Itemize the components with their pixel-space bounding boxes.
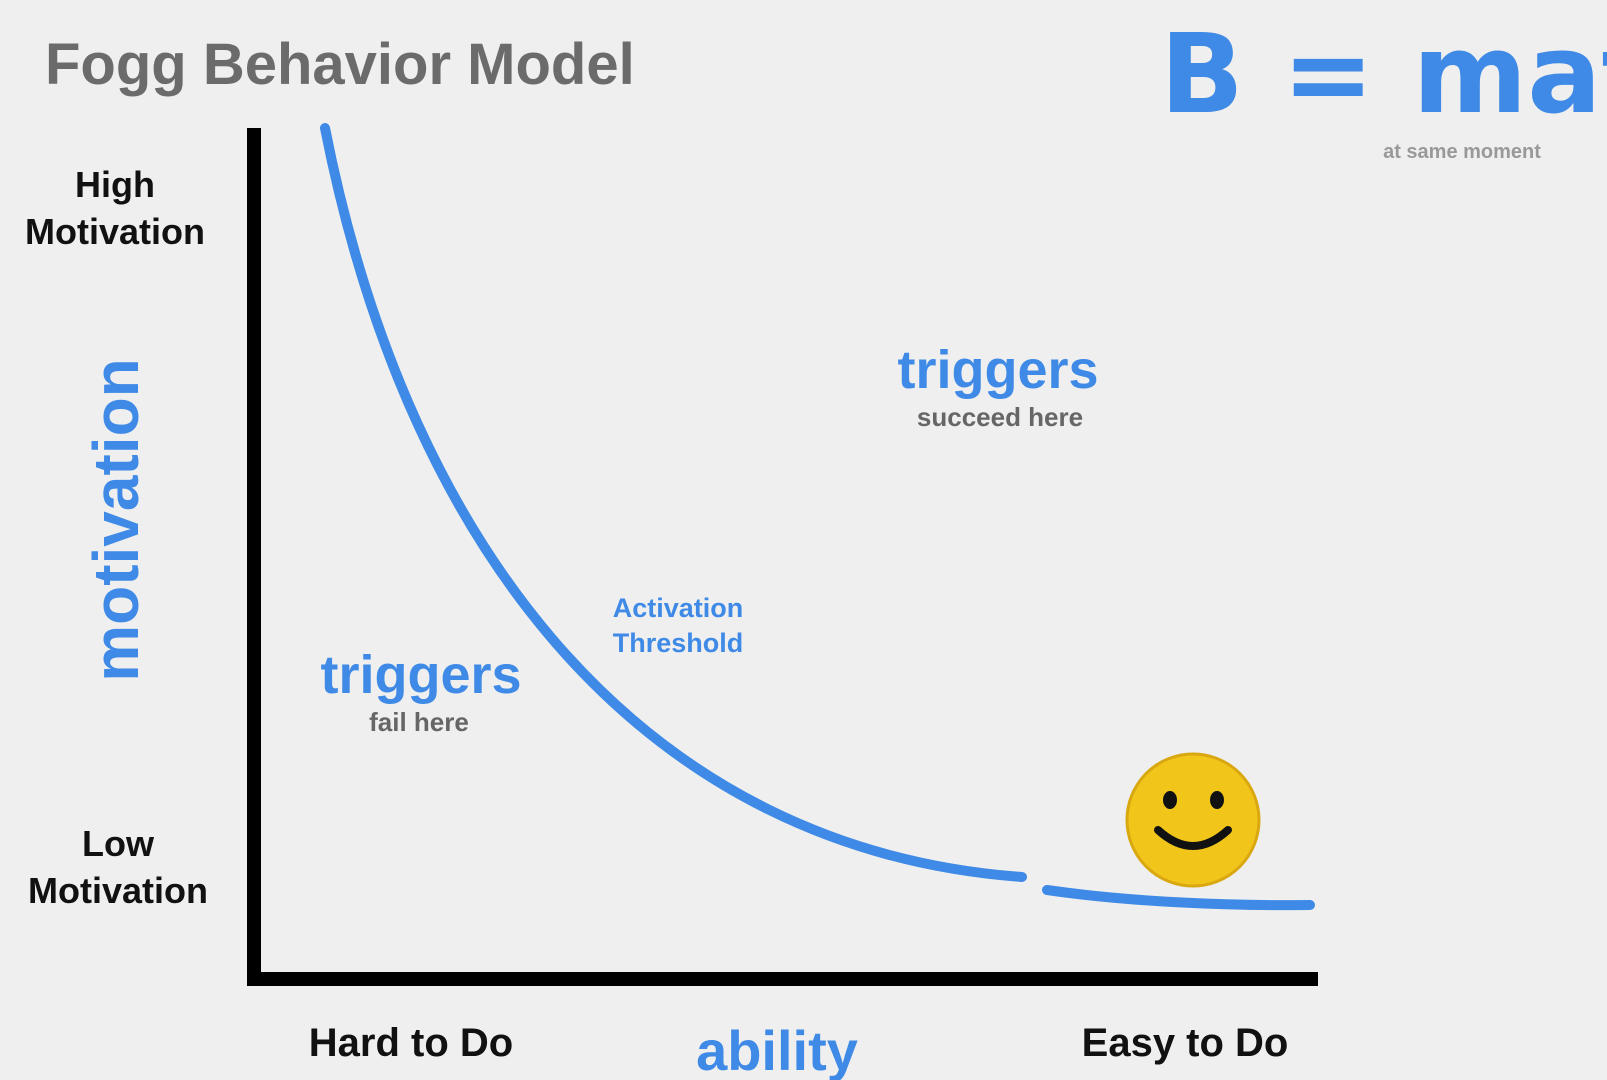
formula: B = mat: [1160, 10, 1607, 138]
y-axis-label: motivation: [80, 358, 152, 682]
activation-threshold-curve: [320, 123, 1027, 882]
smiley-mouth: [1154, 826, 1232, 850]
x-axis-low: Hard to Do: [309, 1021, 513, 1065]
smiley-eye: [1210, 791, 1224, 809]
smiley-eye: [1163, 791, 1177, 809]
title: Fogg Behavior Model: [45, 32, 635, 97]
curve-label: Threshold: [613, 628, 744, 658]
high-motivation: Motivation: [25, 211, 205, 252]
formula-note: at same moment: [1383, 141, 1541, 163]
curve-label: Activation: [613, 593, 744, 623]
activation-threshold-curve: [1042, 885, 1315, 911]
region-label: triggers: [320, 645, 521, 705]
low-motivation: Low: [82, 823, 155, 864]
smiley-face: [1125, 752, 1261, 888]
high-motivation: High: [75, 164, 155, 205]
x-axis-label: ability: [696, 1019, 858, 1080]
region-label: triggers: [897, 340, 1098, 400]
smiley: [1125, 752, 1261, 888]
region-note: succeed here: [917, 402, 1083, 432]
low-motivation: Motivation: [28, 870, 208, 911]
region-note: fail here: [369, 707, 469, 737]
x-axis-high: Easy to Do: [1082, 1021, 1289, 1065]
